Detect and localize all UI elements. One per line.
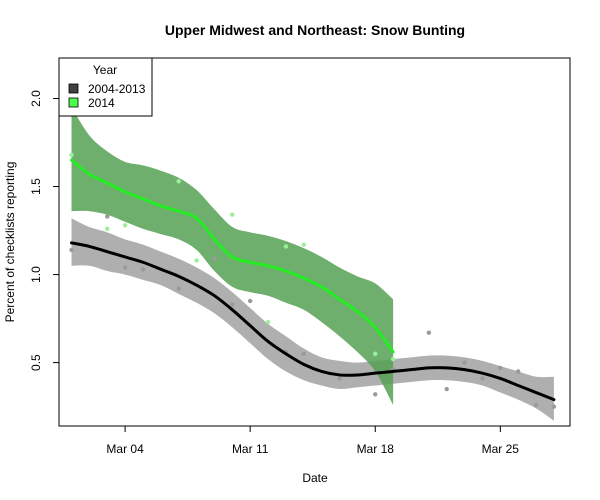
legend-title: Year <box>93 63 117 77</box>
data-point-2004-2013-6 <box>230 302 235 307</box>
data-point-2014-0 <box>69 152 74 158</box>
x-tick-label-mar-25: Mar 25 <box>482 442 520 456</box>
data-point-2014-9 <box>373 351 378 357</box>
confidence-band-2004-2013 <box>71 218 554 421</box>
data-point-2004-2013-20 <box>551 404 557 409</box>
data-point-2014-5 <box>230 212 235 217</box>
data-point-2014-8 <box>301 242 306 247</box>
data-point-2004-2013-15 <box>462 360 467 365</box>
legend-swatch-2014 <box>68 97 79 108</box>
data-point-2004-2013-4 <box>176 286 181 291</box>
y-tick-label-3: 2.0 <box>29 90 43 107</box>
trend-line-2014 <box>70 158 395 354</box>
data-point-2004-2013-7 <box>247 298 253 304</box>
legend-label-2004-2013: 2004-2013 <box>88 82 146 96</box>
x-tick-label-mar-18: Mar 18 <box>357 442 395 456</box>
data-point-2014-3 <box>176 179 181 184</box>
data-point-2004-2013-18 <box>515 369 521 374</box>
chart-title: Upper Midwest and Northeast: Snow Buntin… <box>165 22 465 38</box>
data-point-2004-2013-0 <box>69 247 74 253</box>
data-point-2004-2013-17 <box>498 365 503 371</box>
data-point-2004-2013-16 <box>480 376 485 381</box>
trend-lines <box>70 158 556 402</box>
data-point-2014-10 <box>390 356 396 362</box>
data-point-2014-4 <box>194 258 199 263</box>
data-point-2004-2013-5 <box>212 256 217 261</box>
legend-label-2014: 2014 <box>88 96 115 110</box>
legend-swatch-2004-2013 <box>68 83 79 94</box>
x-axis-label: Date <box>302 471 328 485</box>
data-point-2004-2013-2 <box>122 265 128 270</box>
data-point-2014-7 <box>283 244 289 249</box>
y-axis-label: Percent of checklists reporting <box>3 162 17 323</box>
x-axis: Mar 04 Mar 11 Mar 18 Mar 25 <box>106 425 520 456</box>
data-point-2004-2013-3 <box>140 267 146 272</box>
y-tick-label-0: 0.5 <box>29 354 43 371</box>
y-tick-label-1: 1.0 <box>29 266 43 283</box>
data-point-2004-2013-19 <box>533 402 539 408</box>
y-tick-label-2: 1.5 <box>29 178 43 195</box>
data-point-2004-2013-9 <box>301 351 306 357</box>
data-point-2004-2013-1 <box>105 214 110 219</box>
data-point-2004-2013-11 <box>373 392 378 397</box>
y-axis: 0.5 1.0 1.5 2.0 <box>29 90 60 371</box>
data-point-2004-2013-14 <box>444 386 449 392</box>
data-point-2014-6 <box>265 319 271 325</box>
data-point-2004-2013-13 <box>426 330 432 335</box>
trend-line-2004-2013 <box>70 241 556 402</box>
data-point-2014-2 <box>122 223 128 228</box>
data-point-2014-1 <box>105 226 110 231</box>
legend: Year 2004-2013 2014 <box>58 57 153 117</box>
data-point-2004-2013-10 <box>337 376 342 381</box>
x-tick-label-mar-11: Mar 11 <box>232 442 269 456</box>
x-tick-label-mar-04: Mar 04 <box>106 442 144 456</box>
